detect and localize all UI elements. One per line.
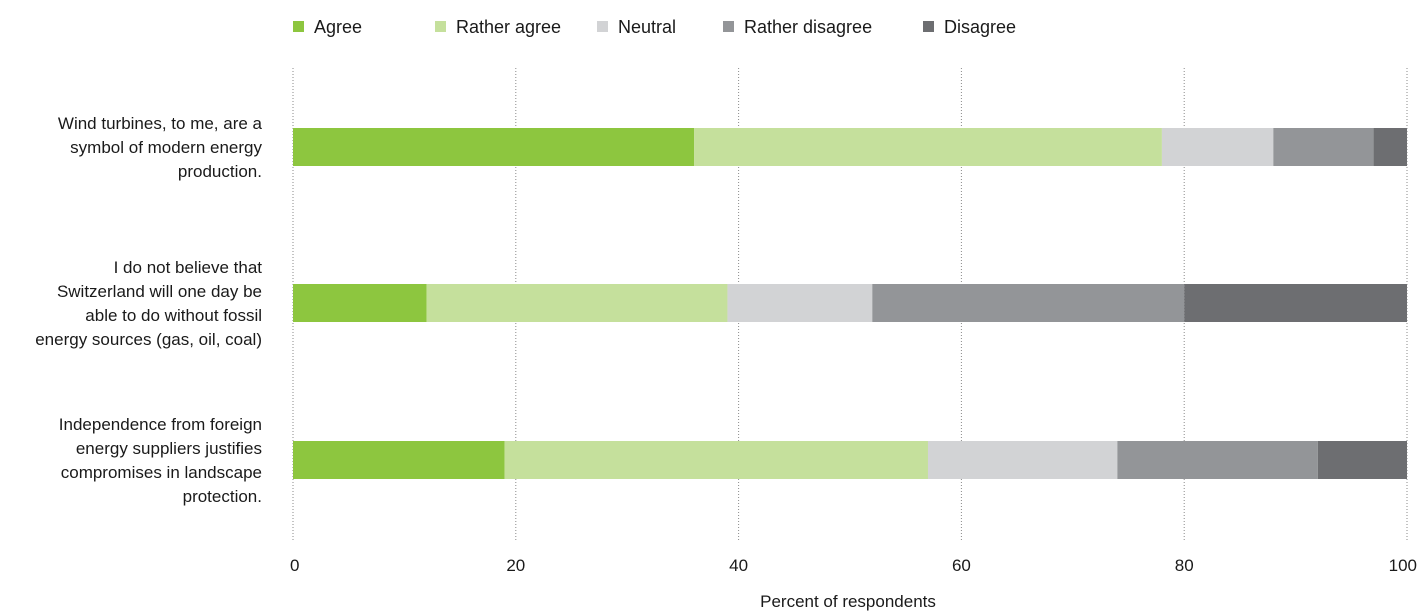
x-tick-label-80: 80 bbox=[1175, 556, 1194, 575]
x-tick-label-0: 0 bbox=[290, 556, 299, 575]
bar-segment-neutral-row-2 bbox=[727, 284, 873, 322]
category-label-line: I do not believe that bbox=[114, 258, 263, 277]
bar-segment-rather-agree-row-2 bbox=[426, 284, 728, 322]
x-axis-title: Percent of respondents bbox=[760, 592, 936, 611]
bar-segment-rather-disagree-row-3 bbox=[1117, 441, 1318, 479]
bar-segment-disagree-row-3 bbox=[1317, 441, 1407, 479]
legend-swatch bbox=[435, 21, 446, 32]
legend-label: Agree bbox=[314, 17, 362, 37]
category-label-line: energy sources (gas, oil, coal) bbox=[35, 330, 262, 349]
bar-segment-agree-row-2 bbox=[293, 284, 427, 322]
category-label-line: symbol of modern energy bbox=[70, 138, 262, 157]
bar-segment-rather-disagree-row-1 bbox=[1273, 128, 1374, 166]
category-label-line: energy suppliers justifies bbox=[76, 439, 262, 458]
category-label-line: production. bbox=[178, 162, 262, 181]
chart-legend: Agree Rather agree Neutral Rather disagree D… bbox=[293, 17, 1016, 37]
legend-label: Neutral bbox=[618, 17, 676, 37]
category-label-2: I do not believe that Switzerland will on… bbox=[35, 258, 262, 349]
category-labels: Wind turbines, to me, are a symbol of mod… bbox=[35, 114, 262, 506]
x-tick-label-100: 100 bbox=[1389, 556, 1417, 575]
legend-item-agree: Agree bbox=[293, 17, 362, 37]
bar-segment-agree-row-3 bbox=[293, 441, 505, 479]
category-label-3: Independence from foreign energy supplier… bbox=[59, 415, 262, 506]
legend-label: Disagree bbox=[944, 17, 1016, 37]
legend-item-neutral: Neutral bbox=[597, 17, 676, 37]
bar-segment-agree-row-1 bbox=[293, 128, 695, 166]
x-tick-label-40: 40 bbox=[729, 556, 748, 575]
category-label-line: Independence from foreign bbox=[59, 415, 262, 434]
category-label-1: Wind turbines, to me, are a symbol of mod… bbox=[58, 114, 263, 181]
legend-label: Rather agree bbox=[456, 17, 561, 37]
legend-swatch bbox=[597, 21, 608, 32]
bar-segment-rather-agree-row-1 bbox=[694, 128, 1162, 166]
chart-bars bbox=[293, 128, 1407, 479]
bar-segment-neutral-row-3 bbox=[927, 441, 1118, 479]
category-label-line: Wind turbines, to me, are a bbox=[58, 114, 263, 133]
x-axis-ticks: 0 20 40 60 80 100 bbox=[290, 556, 1417, 575]
x-tick-label-20: 20 bbox=[506, 556, 525, 575]
category-label-line: able to do without fossil bbox=[85, 306, 262, 325]
bar-segment-rather-disagree-row-2 bbox=[872, 284, 1185, 322]
bar-segment-disagree-row-2 bbox=[1184, 284, 1407, 322]
category-label-line: protection. bbox=[183, 487, 262, 506]
legend-swatch bbox=[293, 21, 304, 32]
legend-item-rather-agree: Rather agree bbox=[435, 17, 561, 37]
bar-segment-rather-agree-row-3 bbox=[504, 441, 928, 479]
category-label-line: compromises in landscape bbox=[61, 463, 262, 482]
bar-segment-neutral-row-1 bbox=[1161, 128, 1274, 166]
legend-item-disagree: Disagree bbox=[923, 17, 1016, 37]
bar-segment-disagree-row-1 bbox=[1373, 128, 1407, 166]
legend-swatch bbox=[723, 21, 734, 32]
x-tick-label-60: 60 bbox=[952, 556, 971, 575]
legend-label: Rather disagree bbox=[744, 17, 872, 37]
category-label-line: Switzerland will one day be bbox=[57, 282, 262, 301]
legend-swatch bbox=[923, 21, 934, 32]
legend-item-rather-disagree: Rather disagree bbox=[723, 17, 872, 37]
